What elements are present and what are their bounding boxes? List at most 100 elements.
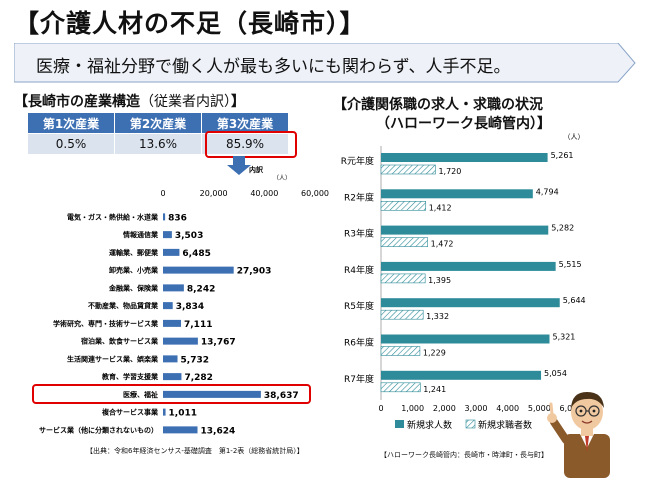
source-note-right: 【ハローワーク長崎管内：長崎市・時津町・長与町】 xyxy=(380,451,548,459)
left-value-label: 8,242 xyxy=(187,284,215,294)
offers-value-label: 5,282 xyxy=(551,224,574,233)
seekers-value-label: 1,229 xyxy=(423,349,446,358)
left-chart-unit: （人） xyxy=(273,175,291,182)
left-x-tick: 0 xyxy=(160,189,165,198)
seekers-value-label: 1,241 xyxy=(423,385,446,394)
offers-bar xyxy=(381,189,533,199)
right-x-tick: 4,000 xyxy=(496,404,519,413)
right-x-tick: 2,000 xyxy=(433,404,456,413)
right-category-label: R5年度 xyxy=(344,300,374,312)
left-value-label: 38,637 xyxy=(264,391,299,401)
offers-bar xyxy=(381,334,550,344)
left-x-tick: 60,000 xyxy=(301,189,329,198)
left-bar xyxy=(163,426,198,434)
seekers-bar xyxy=(380,201,427,211)
left-value-label: 13,624 xyxy=(201,426,236,436)
right-x-tick: 1,000 xyxy=(401,404,424,413)
industry-header-2: 第2次産業 xyxy=(114,112,202,134)
medical-welfare-highlight-box xyxy=(32,384,311,404)
left-category-label: 複合サービス事業 xyxy=(101,408,159,417)
left-bar xyxy=(163,337,198,345)
right-category-label: R6年度 xyxy=(344,337,374,349)
banner-arrow xyxy=(14,43,636,83)
right-section-title: 【介護関係職の求人・求職の状況 xyxy=(333,97,543,113)
left-value-label: 13,767 xyxy=(201,338,236,348)
left-category-label: 学術研究、専門・技術サービス業 xyxy=(53,319,159,328)
left-x-tick: 40,000 xyxy=(250,189,278,198)
offers-value-label: 5,321 xyxy=(552,333,575,342)
industry-breakdown-chart: 0 20,000 40,000 60,000 電気・ガス・熱供給・水道業 836 情報通信業… xyxy=(39,189,329,436)
seekers-bar xyxy=(380,164,436,175)
seekers-bar xyxy=(380,237,428,247)
right-x-tick: 6,000 xyxy=(560,404,583,413)
legend-offers-label: 新規求人数 xyxy=(407,419,452,431)
left-category-label: 医療、福祉 xyxy=(123,390,158,399)
left-category-label: 運輸業、郵便業 xyxy=(109,248,159,257)
offers-value-label: 5,054 xyxy=(544,369,567,378)
left-bar xyxy=(163,266,234,274)
left-bar xyxy=(163,248,180,256)
left-value-label: 5,732 xyxy=(181,355,209,365)
left-value-label: 836 xyxy=(168,213,187,223)
right-category-label: R元年度 xyxy=(341,155,374,167)
offers-bar xyxy=(381,225,549,235)
left-bar xyxy=(163,355,178,363)
left-value-label: 3,834 xyxy=(176,302,204,312)
left-x-tick: 20,000 xyxy=(200,189,228,198)
offers-bar xyxy=(381,261,556,271)
page-title: 【介護人材の不足（長崎市）】 xyxy=(14,9,366,38)
seekers-value-label: 1,472 xyxy=(431,240,454,249)
left-value-label: 7,111 xyxy=(184,320,212,330)
left-bar xyxy=(163,408,166,416)
right-category-label: R7年度 xyxy=(344,373,374,385)
right-category-label: R2年度 xyxy=(344,191,374,203)
tertiary-highlight-box xyxy=(205,131,297,158)
left-section-title: 【長崎市の産業構造（従業者内訳）】 xyxy=(14,94,245,110)
left-category-label: サービス業（他に分類されないもの） xyxy=(39,425,158,434)
left-value-label: 1,011 xyxy=(169,409,197,419)
industry-value-3: 85.9% xyxy=(201,133,289,155)
left-category-label: 情報通信業 xyxy=(123,230,159,239)
left-category-label: 宿泊業、飲食サービス業 xyxy=(81,337,159,346)
left-category-label: 不動産業、物品賃貸業 xyxy=(88,301,159,310)
left-category-label: 電気・ガス・熱供給・水道業 xyxy=(67,212,159,221)
offers-value-label: 4,794 xyxy=(536,187,559,196)
seekers-value-label: 1,395 xyxy=(428,276,451,285)
seekers-value-label: 1,332 xyxy=(426,312,449,321)
left-bar xyxy=(163,390,261,398)
legend-offers-swatch xyxy=(395,420,404,428)
offers-bar xyxy=(381,370,542,380)
left-value-label: 27,903 xyxy=(237,267,272,277)
seekers-bar xyxy=(380,346,421,356)
care-jobs-chart: 0 1,000 2,000 3,000 4,000 5,000 6,000 R元年度 5,261… xyxy=(341,146,586,431)
left-value-label: 7,282 xyxy=(184,373,212,383)
right-category-label: R3年度 xyxy=(344,228,374,240)
left-bar xyxy=(163,284,184,292)
seekers-bar xyxy=(380,273,426,284)
left-value-label: 3,503 xyxy=(175,231,203,241)
offers-bar xyxy=(381,298,560,308)
left-category-label: 教育、学習支援業 xyxy=(101,372,159,381)
right-section-subtitle: （ハローワーク長崎管内）】 xyxy=(376,116,551,132)
left-category-label: 卸売業、小売業 xyxy=(109,266,159,275)
industry-value-2: 13.6% xyxy=(114,133,202,155)
offers-value-label: 5,515 xyxy=(559,260,582,269)
right-chart-unit: （人） xyxy=(564,133,585,141)
offers-value-label: 5,644 xyxy=(563,296,586,305)
source-note-left: 【出典：令和6年経済センサス-基礎調査 第1-2表（総務省統計局）】 xyxy=(86,447,304,455)
banner-text: 医療・福祉分野で働く人が最も多いにも関わらず、人手不足。 xyxy=(36,57,511,77)
right-x-tick: 3,000 xyxy=(465,404,488,413)
seekers-bar xyxy=(380,382,421,393)
seekers-value-label: 1,720 xyxy=(438,167,461,176)
offers-bar xyxy=(381,153,548,162)
industry-header-3: 第3次産業 xyxy=(201,112,289,134)
legend-seekers-swatch xyxy=(465,419,476,429)
left-category-label: 金融業、保険業 xyxy=(108,283,159,292)
seekers-bar xyxy=(380,309,424,320)
person-pointing-icon xyxy=(547,392,610,478)
left-bar xyxy=(163,213,166,221)
left-bar xyxy=(163,373,182,381)
seekers-value-label: 1,412 xyxy=(429,203,452,212)
down-arrow-icon xyxy=(227,156,251,175)
